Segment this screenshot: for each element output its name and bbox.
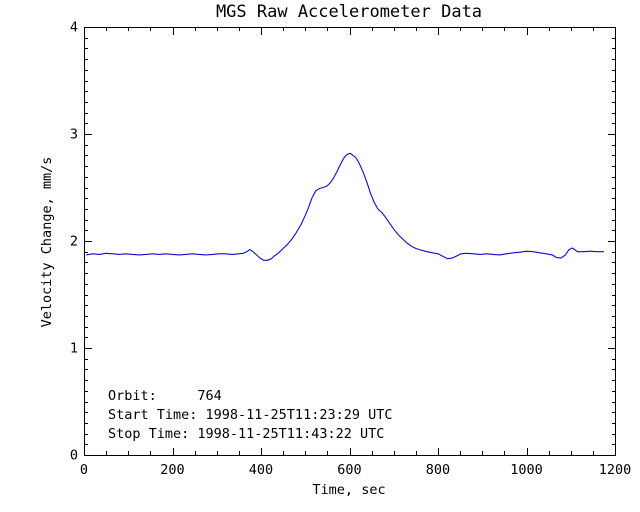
y-axis-label: Velocity Change, mm/s <box>39 157 55 328</box>
series-line-velocity-change <box>86 152 604 261</box>
x-tick-label: 800 <box>426 462 450 478</box>
x-tick-label: 400 <box>249 462 273 478</box>
axes: 0 200 400 600 800 1000 1200 0 1 2 3 4 <box>70 20 631 479</box>
axis-box <box>84 27 616 456</box>
y-tick-label: 0 <box>70 448 78 464</box>
annotation-start-time: Start Time: 1998-11-25T11:23:29 UTC <box>108 407 392 423</box>
x-tick-label: 1200 <box>599 462 632 478</box>
x-axis-label: Time, sec <box>312 482 385 498</box>
y-tick-label: 1 <box>70 341 78 357</box>
data-series <box>86 152 604 261</box>
annotation-orbit: Orbit: 764 <box>108 388 222 404</box>
chart-title: MGS Raw Accelerometer Data <box>216 2 482 22</box>
x-tick-label: 0 <box>80 462 88 478</box>
y-tick-label: 2 <box>70 234 78 250</box>
annotation-stop-time: Stop Time: 1998-11-25T11:43:22 UTC <box>108 426 384 442</box>
x-tick-label: 200 <box>160 462 184 478</box>
y-tick-label: 3 <box>70 127 78 143</box>
x-tick-label: 600 <box>337 462 361 478</box>
x-tick-label: 1000 <box>510 462 543 478</box>
y-tick-label: 4 <box>70 20 78 36</box>
